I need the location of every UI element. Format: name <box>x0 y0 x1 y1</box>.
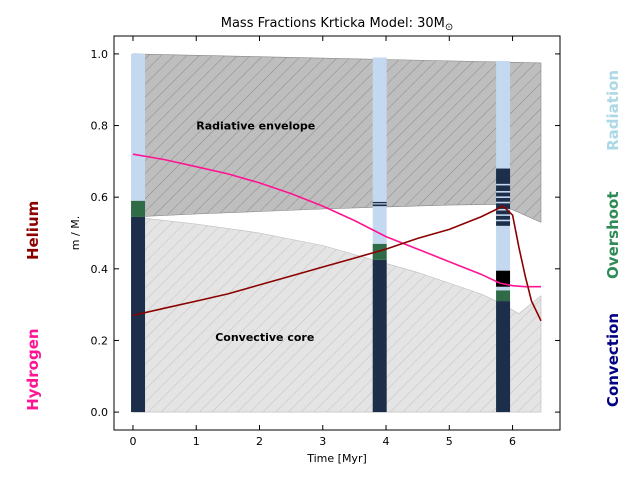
profile-0-radiation-segment <box>131 53 146 201</box>
side-legend-labels: Helium Hydrogen Radiation Overshoot Convecti… <box>24 70 622 411</box>
x-tick-label: 5 <box>446 435 453 448</box>
profile-2-radiation-segment <box>496 61 511 169</box>
y-tick-label: 0.4 <box>91 263 109 276</box>
profile-1-radiation-segment <box>372 203 387 205</box>
plot-area <box>131 53 542 413</box>
x-tick-label: 0 <box>129 435 136 448</box>
profile-2-radiation-stripe <box>496 201 511 204</box>
x-axis-ticks: 0 1 2 3 4 5 6 <box>129 36 516 448</box>
profile-1-overshoot-segment <box>372 243 387 260</box>
profile-2-radiation-stripe <box>496 208 511 211</box>
y-axis-ticks: 0.0 0.2 0.4 0.6 0.8 1.0 <box>91 48 560 419</box>
y-tick-label: 0.6 <box>91 191 109 204</box>
y-tick-label: 1.0 <box>91 48 109 61</box>
side-label-convection: Convection <box>604 313 622 407</box>
plot-frame <box>113 35 561 431</box>
profile-2-radiation-stripe <box>496 196 511 198</box>
profile-2-radiation-stripe <box>496 214 511 216</box>
series-lines <box>132 153 542 322</box>
x-tick-label: 3 <box>319 435 326 448</box>
profile-2-radiation-segment <box>496 225 511 271</box>
x-tick-label: 6 <box>509 435 516 448</box>
radiative-envelope-hatch <box>133 53 541 223</box>
y-axis-label: m / M. <box>69 216 82 250</box>
hydrogen-line <box>132 153 541 288</box>
helium-line <box>132 205 542 322</box>
profile-1-convection-segment <box>372 204 387 207</box>
profile-0-overshoot-segment <box>131 200 146 217</box>
convective-core-hatch <box>133 216 541 413</box>
profile-2-overshoot-segment <box>496 290 511 302</box>
x-axis-label: Time [Myr] <box>306 452 367 465</box>
profile-1-radiation-segment <box>372 206 387 244</box>
region-annotation: Convective core <box>215 331 314 344</box>
side-label-hydrogen: Hydrogen <box>24 328 42 410</box>
region-annotations: Radiative envelope Convective core <box>196 120 315 344</box>
profile-2-radiation-stripe <box>496 191 511 193</box>
profile-2-radiation-stripe <box>496 183 511 186</box>
profile-1-convection-segment <box>372 201 387 204</box>
profile-1-convection-segment <box>372 259 387 413</box>
y-tick-label: 0.8 <box>91 120 109 133</box>
region-layer <box>132 53 542 413</box>
x-tick-label: 2 <box>256 435 263 448</box>
y-tick-label: 0.2 <box>91 334 109 347</box>
side-label-helium: Helium <box>24 201 42 260</box>
profile-1-radiation-segment <box>372 57 387 202</box>
profile-2-convection-segment <box>496 301 511 413</box>
y-tick-label: 0.0 <box>91 406 109 419</box>
profile-2-radiation-stripe <box>496 219 511 222</box>
profile-2-radiation-segment <box>496 286 511 291</box>
chart-title: Mass Fractions Krticka Model: 30M⊙ <box>221 16 453 33</box>
side-label-overshoot: Overshoot <box>604 191 622 279</box>
region-annotation: Radiative envelope <box>196 120 315 133</box>
x-tick-label: 4 <box>383 435 390 448</box>
side-label-radiation: Radiation <box>604 70 622 151</box>
x-tick-label: 1 <box>193 435 200 448</box>
